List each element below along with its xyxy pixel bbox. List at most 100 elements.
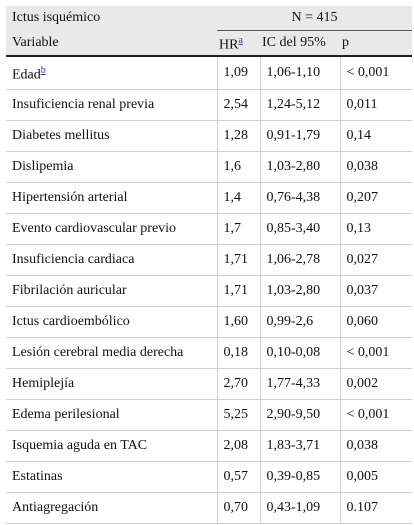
cell-hr: 1,60 [217,306,261,338]
cell-p: 0,038 [340,430,413,462]
table-row: Hemiplejía 2,70 1,77-4,33 0,002 [6,368,413,400]
variable-label: Dislipemia [12,159,74,174]
cell-hr: 0,57 [217,461,261,493]
cell-ic: 0,39-0,85 [260,461,341,493]
cell-ic: 0,99-2,6 [260,306,341,338]
footnote-link-a[interactable]: a [238,34,243,46]
column-header-hr-label: HR [219,37,239,53]
cell-variable: Hemiplejía [6,368,218,400]
cell-hr: 0,18 [217,337,261,369]
table-row: Estatinas 0,57 0,39-0,85 0,005 [6,461,413,493]
variable-label: Diabetes mellitus [12,128,110,143]
results-table-container: Ictus isquémico N = 415 Variable HRa IC … [6,0,413,524]
cell-ic: 0,85-3,40 [260,213,341,245]
table-row: Edadb 1,09 1,06-1,10 < 0,001 [6,56,413,90]
cell-hr: 1,09 [217,56,261,90]
cell-ic: 0,91-1,79 [260,120,341,152]
cell-hr: 1,71 [217,275,261,307]
cell-p: 0,038 [340,151,413,183]
cell-p: 0,002 [340,368,413,400]
table-row: Evento cardiovascular previo 1,7 0,85-3,40… [6,213,413,245]
table-row: Hipertensión arterial 1,4 0,76-4,38 0,207 [6,182,413,214]
variable-label: Edad [12,67,41,83]
group-label: Ictus isquémico [6,6,217,31]
cell-p: 0,14 [340,120,413,152]
cell-p: 0,13 [340,213,413,245]
variable-label: Hemiplejía [12,376,75,391]
table-row: Isquemia aguda en TAC 2,08 1,83-3,71 0,038 [6,430,413,462]
cell-variable: Evento cardiovascular previo [6,213,218,245]
cell-hr: 2,54 [217,89,261,121]
cell-p: 0,060 [340,306,413,338]
cell-variable: Insuficiencia renal previa [6,89,218,121]
cell-p: < 0,001 [340,337,413,369]
table-body: Edadb 1,09 1,06-1,10 < 0,001 Insuficiencia r… [6,56,413,524]
footnote-link-b[interactable]: b [40,64,46,76]
cell-p: 0,207 [340,182,413,214]
variable-label: Insuficiencia renal previa [12,97,155,112]
table-header: Ictus isquémico N = 415 Variable HRa IC … [6,6,413,57]
cell-ic: 1,83-3,71 [260,430,341,462]
cell-variable: Lesión cerebral media derecha [6,337,218,369]
cell-variable: Antiagregación [6,492,218,524]
cell-ic: 2,90-9,50 [260,399,341,431]
cell-hr: 0,70 [217,492,261,524]
column-header-variable: Variable [6,30,217,57]
variable-label: Ictus cardioembólico [12,314,130,329]
cell-variable: Insuficiencia cardiaca [6,244,218,276]
cell-p: < 0,001 [340,56,413,90]
variable-label: Evento cardiovascular previo [12,221,177,236]
column-header-ic: IC del 95% [260,30,340,57]
variable-label: Edema perilesional [12,407,120,422]
cell-p: 0,011 [340,89,413,121]
cell-hr: 1,6 [217,151,261,183]
variable-label: Lesión cerebral media derecha [12,345,184,360]
table-row: Diabetes mellitus 1,28 0,91-1,79 0,14 [6,120,413,152]
cell-ic: 1,03-2,80 [260,275,341,307]
variable-label: Insuficiencia cardiaca [12,252,135,267]
cell-hr: 1,28 [217,120,261,152]
cell-p: 0.107 [340,492,413,524]
cell-variable: Ictus cardioembólico [6,306,218,338]
variable-label: Estatinas [12,469,63,484]
cell-ic: 0,10-0,08 [260,337,341,369]
cell-ic: 0,76-4,38 [260,182,341,214]
table-row: Lesión cerebral media derecha 0,18 0,10-0,… [6,337,413,369]
cell-variable: Estatinas [6,461,218,493]
cell-hr: 2,08 [217,430,261,462]
cell-p: < 0,001 [340,399,413,431]
cell-ic: 1,03-2,80 [260,151,341,183]
cell-variable: Hipertensión arterial [6,182,218,214]
table-row: Ictus cardioembólico 1,60 0,99-2,6 0,060 [6,306,413,338]
cell-p: 0,027 [340,244,413,276]
header-row-group: Ictus isquémico N = 415 [6,6,413,31]
cell-variable: Edema perilesional [6,399,218,431]
table-row: Fibrilación auricular 1,71 1,03-2,80 0,037 [6,275,413,307]
column-header-p: p [340,30,413,57]
cell-variable: Fibrilación auricular [6,275,218,307]
cell-p: 0,005 [340,461,413,493]
table-row: Insuficiencia cardiaca 1,71 1,06-2,78 0,027 [6,244,413,276]
header-row-columns: Variable HRa IC del 95% p [6,30,413,57]
variable-label: Antiagregación [12,500,99,515]
variable-label: Hipertensión arterial [12,190,128,205]
cell-ic: 1,06-2,78 [260,244,341,276]
cell-variable: Isquemia aguda en TAC [6,430,218,462]
column-header-hr: HRa [217,30,260,57]
cell-ic: 1,77-4,33 [260,368,341,400]
variable-label: Fibrilación auricular [12,283,127,298]
cell-variable: Dislipemia [6,151,218,183]
hazard-ratio-table: Ictus isquémico N = 415 Variable HRa IC … [6,6,413,524]
cell-ic: 1,24-5,12 [260,89,341,121]
cell-hr: 1,4 [217,182,261,214]
cell-hr: 1,7 [217,213,261,245]
table-row: Antiagregación 0,70 0,43-1,09 0.107 [6,492,413,524]
cell-hr: 5,25 [217,399,261,431]
table-row: Edema perilesional 5,25 2,90-9,50 < 0,001 [6,399,413,431]
cell-ic: 0,43-1,09 [260,492,341,524]
cell-variable: Edadb [6,56,218,90]
cell-hr: 1,71 [217,244,261,276]
table-row: Insuficiencia renal previa 2,54 1,24-5,12 0… [6,89,413,121]
cell-p: 0,037 [340,275,413,307]
cell-hr: 2,70 [217,368,261,400]
